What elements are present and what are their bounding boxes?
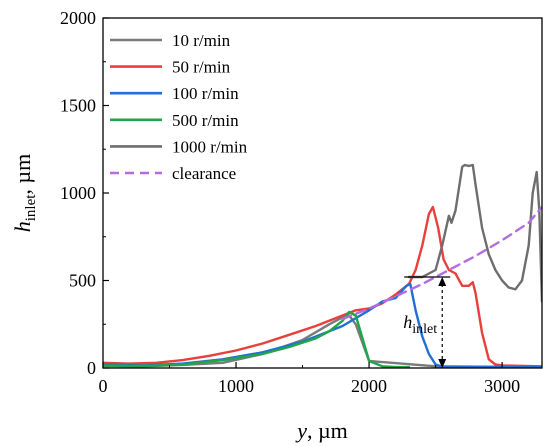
y-tick-label: 2000 xyxy=(60,8,96,28)
annotation-arrowhead-bottom xyxy=(438,359,447,368)
legend-label: 50 r/min xyxy=(172,58,231,77)
legend: 10 r/min 50 r/min 100 r/min 500 r/min 1000 r… xyxy=(110,31,248,183)
annotation-arrowhead-top xyxy=(438,277,447,286)
legend-label: clearance xyxy=(172,164,236,183)
series-line-clearance xyxy=(341,205,542,321)
plot-lines xyxy=(103,163,542,368)
y-tick-label: 0 xyxy=(87,358,96,378)
x-tick-label: 0 xyxy=(99,376,108,396)
annotation-label: hinlet xyxy=(403,312,437,337)
axis-ticks: 0 1000 2000 3000 0 500 1000 1500 2000 xyxy=(60,8,520,396)
y-axis-title: hinlet, µm xyxy=(10,154,39,232)
y-tick-label: 500 xyxy=(69,271,96,291)
x-tick-label: 3000 xyxy=(484,376,520,396)
legend-label: 100 r/min xyxy=(172,84,239,103)
legend-label: 500 r/min xyxy=(172,111,239,130)
legend-label: 10 r/min xyxy=(172,31,231,50)
x-axis-title: y, µm xyxy=(295,418,348,443)
series-line-50-r-min xyxy=(103,205,542,368)
x-tick-label: 2000 xyxy=(351,376,387,396)
legend-label: 1000 r/min xyxy=(172,137,248,156)
series-line-1000-r-min xyxy=(407,163,542,303)
x-tick-label: 1000 xyxy=(218,376,254,396)
y-tick-label: 1000 xyxy=(60,183,96,203)
hinlet-annotation: hinlet xyxy=(403,276,451,368)
series-line-500-r-min xyxy=(103,310,411,368)
y-tick-label: 1500 xyxy=(60,96,96,116)
